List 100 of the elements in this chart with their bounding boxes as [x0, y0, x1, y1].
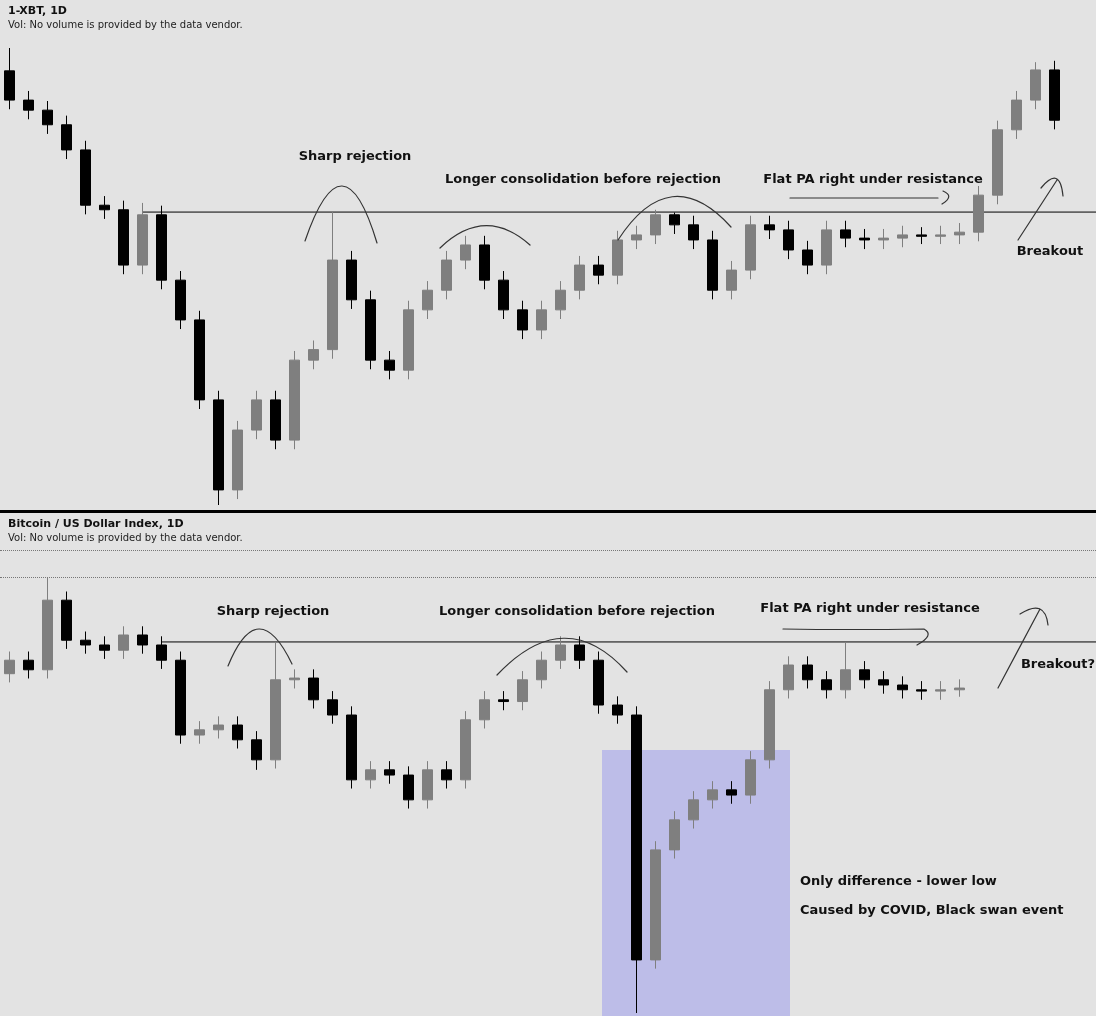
candlestick — [802, 240, 813, 275]
candlestick — [498, 690, 509, 711]
annotation: Caused by COVID, Black swan event — [800, 901, 1064, 917]
candlestick — [859, 660, 870, 689]
candlestick — [631, 225, 642, 250]
candlestick — [840, 641, 851, 699]
candlestick — [175, 270, 186, 330]
candlestick — [61, 115, 72, 160]
candlestick — [422, 280, 433, 320]
candlestick — [593, 255, 604, 285]
annotation: Only difference - lower low — [800, 872, 997, 888]
candlestick — [536, 300, 547, 340]
candlestick — [878, 670, 889, 695]
candlestick — [878, 228, 889, 250]
candlestick — [897, 225, 908, 248]
candlestick — [251, 390, 262, 440]
candlestick — [631, 705, 642, 1014]
chart-title: 1-XBT, 1D — [8, 4, 67, 17]
candlestick — [460, 235, 471, 270]
annotation: Sharp rejection — [298, 147, 412, 163]
candlestick — [403, 300, 414, 380]
candlestick — [441, 250, 452, 300]
candlestick — [859, 228, 870, 250]
annotation: Breakout — [1016, 242, 1084, 258]
candlestick — [574, 255, 585, 300]
candlestick — [308, 668, 319, 709]
candlestick — [726, 260, 737, 300]
candlestick — [821, 670, 832, 699]
candlestick — [213, 715, 224, 740]
candlestick — [479, 690, 490, 730]
annotation: Sharp rejection — [216, 602, 330, 618]
candlestick — [707, 230, 718, 300]
candlestick — [346, 705, 357, 790]
candlestick — [650, 840, 661, 970]
candlestick — [384, 350, 395, 380]
candlestick — [23, 651, 34, 679]
candlestick — [365, 760, 376, 790]
candlestick — [954, 678, 965, 698]
candlestick — [479, 235, 490, 290]
candlestick — [954, 222, 965, 245]
candlestick — [384, 760, 395, 785]
candlestick — [745, 215, 756, 280]
candlestick — [23, 90, 34, 120]
candlestick — [517, 300, 528, 340]
candlestick — [688, 215, 699, 250]
candlestick — [935, 680, 946, 701]
candlestick — [308, 339, 319, 370]
candlestick — [99, 195, 110, 220]
candlestick — [289, 350, 300, 450]
candlestick — [270, 390, 281, 450]
chart-title: Bitcoin / US Dollar Index, 1D — [8, 517, 184, 530]
candlestick — [118, 625, 129, 660]
candlestick — [61, 590, 72, 650]
chart-subtitle: Vol: No volume is provided by the data vendor. — [8, 18, 243, 30]
candlestick — [821, 220, 832, 275]
candlestick — [992, 120, 1003, 205]
candlestick — [99, 635, 110, 660]
candlestick — [194, 720, 205, 745]
candlestick — [213, 390, 224, 506]
candlestick — [327, 211, 338, 360]
candlestick — [935, 225, 946, 245]
candlestick — [764, 680, 775, 770]
candlestick — [4, 651, 15, 683]
candlestick — [270, 641, 281, 770]
candlestick — [555, 280, 566, 320]
candlestick — [137, 625, 148, 655]
candlestick — [897, 675, 908, 699]
candlestick — [1011, 90, 1022, 140]
candlestick — [973, 185, 984, 242]
candlestick — [783, 655, 794, 699]
text: Breakout? — [1020, 655, 1096, 671]
candlestick — [612, 695, 623, 725]
candlestick — [118, 200, 129, 275]
candlestick — [42, 577, 53, 679]
candlestick — [289, 668, 300, 689]
candlestick — [42, 100, 53, 135]
candlestick — [555, 635, 566, 670]
candlestick — [346, 250, 357, 310]
candlestick — [726, 780, 737, 805]
candlestick — [365, 290, 376, 370]
candlestick — [232, 420, 243, 500]
candlestick — [650, 209, 661, 245]
candlestick — [707, 780, 718, 810]
candlestick — [783, 220, 794, 260]
candlestick — [916, 226, 927, 245]
annotation: Longer consolidation before rejection — [445, 170, 721, 186]
candlestick — [536, 651, 547, 689]
candlestick — [669, 810, 680, 860]
annotation: Flat PA right under resistance — [763, 170, 983, 186]
candlestick — [80, 631, 91, 655]
candlestick — [1049, 60, 1060, 130]
candlestick — [593, 651, 604, 715]
candlestick — [612, 230, 623, 285]
candlestick — [802, 655, 813, 689]
candlestick — [194, 310, 205, 410]
annotation: Longer consolidation before rejection — [439, 602, 715, 618]
candlestick — [175, 651, 186, 745]
candlestick — [422, 760, 433, 810]
candlestick — [251, 730, 262, 771]
candlestick — [1030, 61, 1041, 110]
